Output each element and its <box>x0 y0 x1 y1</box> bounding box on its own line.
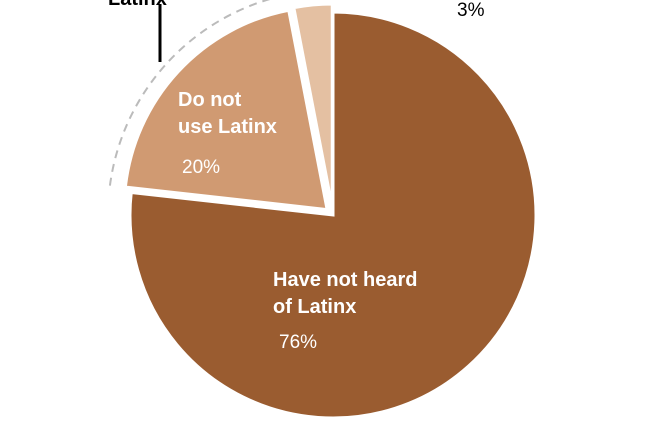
outside-label-latinx: Latinx <box>108 0 167 10</box>
slice-label-have-not-heard-line-1: Have not heard <box>273 269 417 291</box>
slice-use-latinx <box>292 2 334 208</box>
slice-value-76-percent: 76% <box>279 332 317 353</box>
slice-label-do-not-use-line-2: use Latinx <box>178 116 277 138</box>
slice-label-have-not-heard-line-2: of Latinx <box>273 296 356 318</box>
outside-value-3-percent: 3% <box>457 0 485 21</box>
heard-of-latinx-dashed-arc <box>108 0 271 186</box>
slice-have-not-heard <box>128 10 538 420</box>
slices-layer <box>123 2 538 420</box>
annotations-layer: Latinx 3% <box>108 0 485 186</box>
slice-label-do-not-use-line-1: Do not <box>178 89 242 111</box>
labels-layer: Have not heard of Latinx 76% Do not use … <box>178 89 417 353</box>
slice-do-not-use <box>123 8 329 212</box>
slice-value-20-percent: 20% <box>182 157 220 178</box>
